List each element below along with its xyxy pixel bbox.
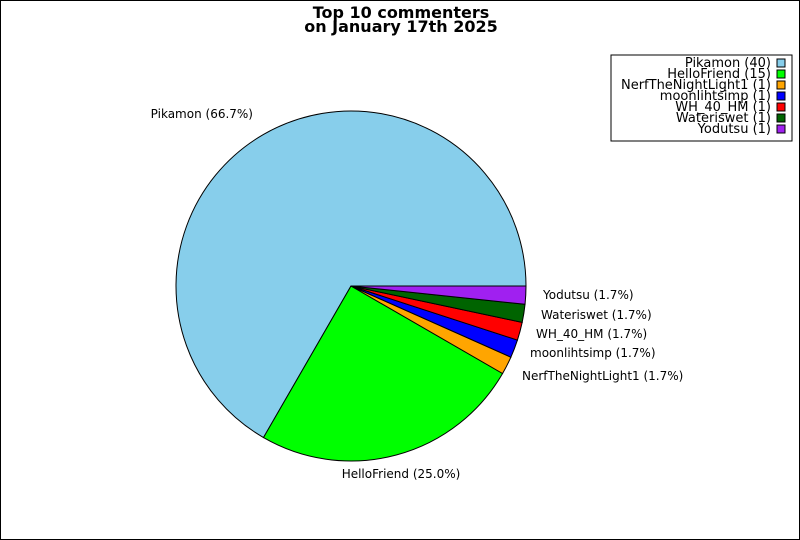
chart-title-line-2: on January 17th 2025 — [304, 17, 498, 36]
slice-label-yodutsu: Yodutsu (1.7%) — [542, 288, 634, 302]
legend-swatch-moonlihtsimp — [776, 91, 786, 101]
legend-label-hellofriend: HelloFriend (15) — [667, 67, 771, 82]
legend-label-nerfthenightlight1: NerfTheNightLight1 (1) — [621, 78, 771, 93]
legend-label-wateriswet: Wateriswet (1) — [676, 111, 771, 126]
pie-slice-labels: Pikamon (66.7%) HelloFriend (25.0%) NerfTh… — [151, 107, 684, 481]
pie-slices — [175, 110, 527, 462]
legend-label-pikamon: Pikamon (40) — [685, 56, 771, 71]
legend-swatch-pikamon — [776, 58, 786, 68]
legend-label-moonlihtsimp: moonlihtsimp (1) — [660, 89, 771, 104]
slice-label-moonlihtsimp: moonlihtsimp (1.7%) — [530, 346, 656, 360]
legend-swatch-nerfthenightlight1 — [776, 80, 786, 90]
slice-label-wh-40-hm: WH_40_HM (1.7%) — [536, 327, 647, 341]
legend-label-yodutsu: Yodutsu (1) — [697, 122, 771, 137]
legend-swatch-hellofriend — [776, 69, 786, 79]
pie-slice-yodutsu — [350, 285, 527, 305]
slice-label-nerfthenightlight1: NerfTheNightLight1 (1.7%) — [522, 369, 683, 383]
slice-label-wateriswet: Wateriswet (1.7%) — [541, 308, 652, 322]
legend: Pikamon (40)HelloFriend (15)NerfTheNight… — [610, 54, 793, 142]
slice-label-hellofriend: HelloFriend (25.0%) — [342, 467, 461, 481]
legend-swatch-wh-40-hm — [776, 102, 786, 112]
chart-title-line-1: Top 10 commenters — [313, 3, 490, 22]
legend-swatch-yodutsu — [776, 124, 786, 134]
legend-swatch-wateriswet — [776, 113, 786, 123]
legend-label-wh-40-hm: WH_40_HM (1) — [675, 100, 771, 115]
pie-slice-pikamon — [175, 110, 527, 439]
pie-slice-hellofriend — [262, 285, 504, 462]
slice-label-pikamon: Pikamon (66.7%) — [151, 107, 253, 121]
legend-box — [610, 54, 793, 142]
